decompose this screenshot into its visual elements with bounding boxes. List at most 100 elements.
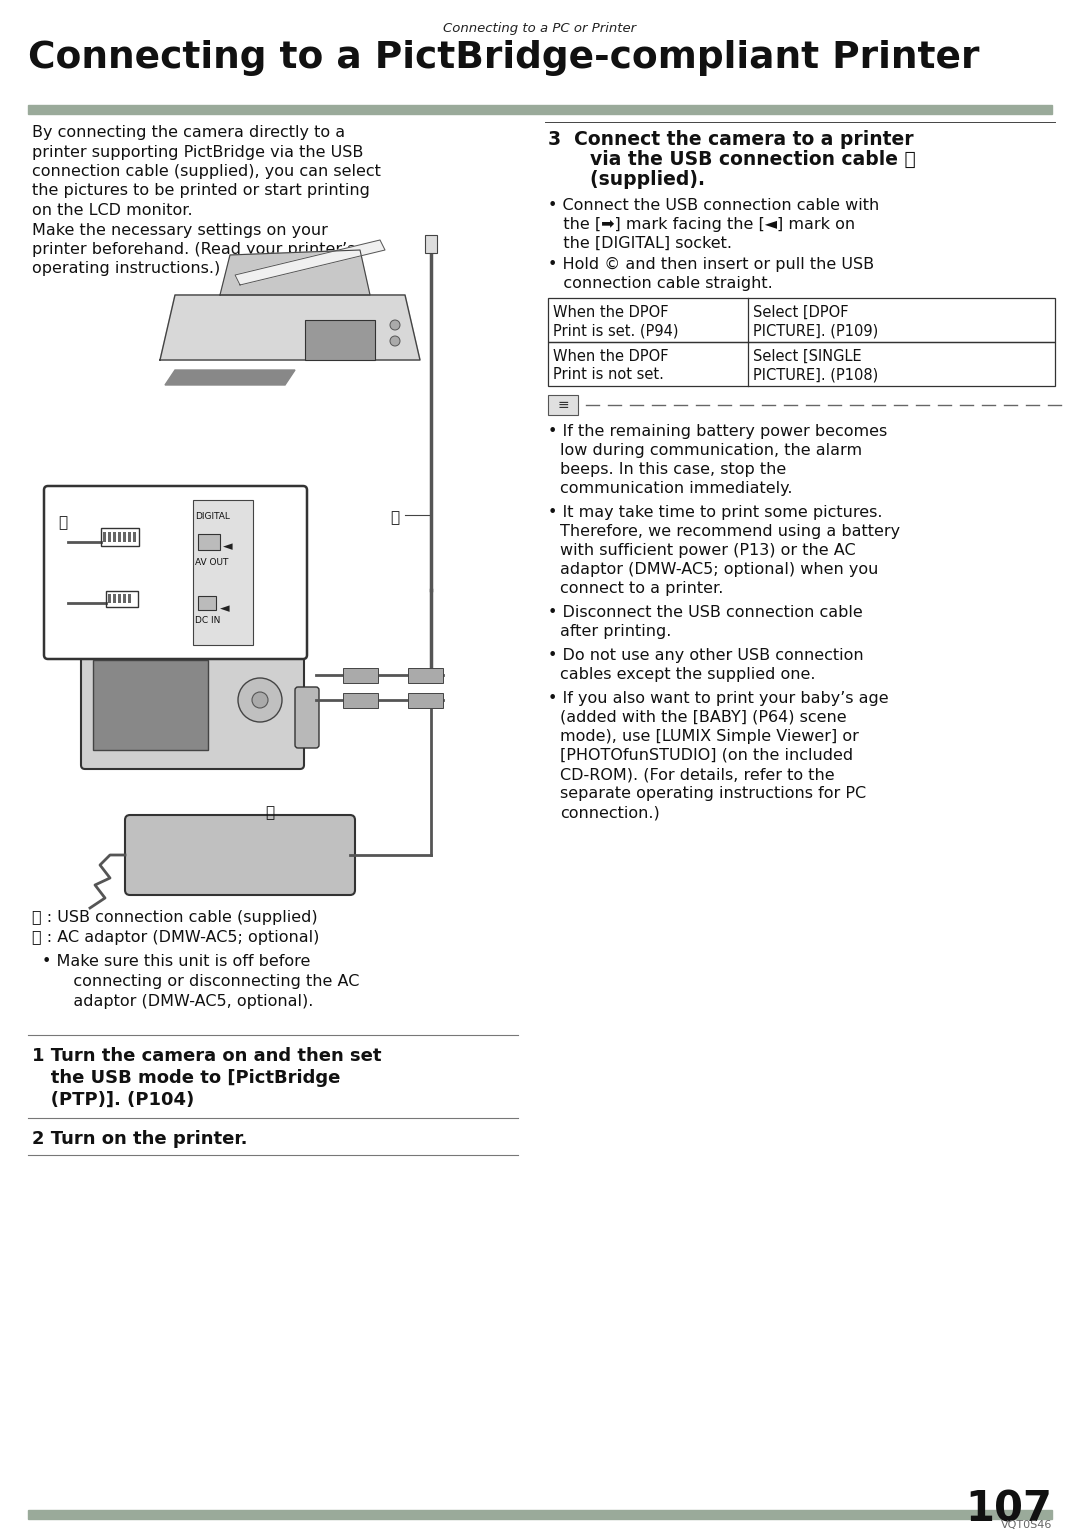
Bar	[129, 532, 131, 542]
Bar	[102, 528, 139, 546]
Bar	[106, 591, 138, 607]
Text: printer supporting PictBridge via the USB: printer supporting PictBridge via the US…	[32, 144, 363, 160]
Text: Connecting to a PictBridge-compliant Printer: Connecting to a PictBridge-compliant Pri…	[28, 40, 980, 77]
Text: [PHOTOfunSTUDIO] (on the included: [PHOTOfunSTUDIO] (on the included	[561, 749, 853, 762]
Text: connect to a printer.: connect to a printer.	[561, 581, 724, 597]
FancyBboxPatch shape	[125, 815, 355, 894]
Text: low during communication, the alarm: low during communication, the alarm	[561, 443, 862, 459]
Text: Therefore, we recommend using a battery: Therefore, we recommend using a battery	[561, 525, 900, 538]
Text: Print is set. (P94): Print is set. (P94)	[553, 324, 678, 337]
Text: the [➡] mark facing the [◄] mark on: the [➡] mark facing the [◄] mark on	[548, 216, 855, 232]
Bar	[193, 500, 253, 644]
Text: Ⓐ: Ⓐ	[390, 509, 400, 525]
Circle shape	[390, 321, 400, 330]
Bar	[28, 1509, 1052, 1519]
Text: • Do not use any other USB connection: • Do not use any other USB connection	[548, 647, 864, 663]
Text: • Hold © and then insert or pull the USB: • Hold © and then insert or pull the USB	[548, 258, 874, 272]
Text: via the USB connection cable Ⓐ: via the USB connection cable Ⓐ	[564, 150, 916, 169]
Circle shape	[238, 678, 282, 723]
Text: PICTURE]. (P108): PICTURE]. (P108)	[753, 367, 878, 382]
Text: DC IN: DC IN	[195, 617, 220, 624]
Text: Ⓑ: Ⓑ	[266, 805, 274, 821]
Text: • If you also want to print your baby’s age: • If you also want to print your baby’s …	[548, 690, 889, 706]
Text: (added with the [BABY] (P64) scene: (added with the [BABY] (P64) scene	[561, 710, 847, 726]
Bar	[123, 594, 126, 603]
Text: PICTURE]. (P109): PICTURE]. (P109)	[753, 324, 878, 337]
Text: (supplied).: (supplied).	[564, 170, 705, 189]
Text: connection cable (supplied), you can select: connection cable (supplied), you can sel…	[32, 164, 381, 179]
Bar	[123, 532, 126, 542]
Bar	[343, 667, 378, 683]
Bar	[113, 594, 116, 603]
Text: cables except the supplied one.: cables except the supplied one.	[561, 667, 815, 683]
Text: mode), use [LUMIX Simple Viewer] or: mode), use [LUMIX Simple Viewer] or	[561, 729, 859, 744]
Circle shape	[390, 336, 400, 347]
Text: ◄: ◄	[220, 601, 230, 615]
Text: (PTP)]. (P104): (PTP)]. (P104)	[32, 1091, 194, 1109]
Text: Connecting to a PC or Printer: Connecting to a PC or Printer	[444, 21, 636, 35]
Bar	[305, 321, 375, 360]
Bar	[118, 594, 121, 603]
Text: Select [DPOF: Select [DPOF	[753, 305, 849, 321]
Text: with sufficient power (P13) or the AC: with sufficient power (P13) or the AC	[561, 543, 855, 558]
Text: connecting or disconnecting the AC: connecting or disconnecting the AC	[58, 974, 360, 989]
Bar	[108, 594, 111, 603]
Text: adaptor (DMW-AC5; optional) when you: adaptor (DMW-AC5; optional) when you	[561, 561, 878, 577]
Text: Ⓒ: Ⓒ	[58, 515, 67, 531]
Polygon shape	[220, 250, 370, 295]
Text: adaptor (DMW-AC5, optional).: adaptor (DMW-AC5, optional).	[58, 994, 313, 1009]
Text: AV OUT: AV OUT	[195, 558, 228, 568]
Text: operating instructions.): operating instructions.)	[32, 261, 220, 276]
Text: Ⓐ : USB connection cable (supplied): Ⓐ : USB connection cable (supplied)	[32, 910, 318, 925]
Text: 3  Connect the camera to a printer: 3 Connect the camera to a printer	[548, 130, 914, 149]
Text: on the LCD monitor.: on the LCD monitor.	[32, 202, 192, 218]
FancyBboxPatch shape	[295, 687, 319, 749]
Circle shape	[252, 692, 268, 709]
Text: When the DPOF: When the DPOF	[553, 350, 669, 364]
Bar	[129, 594, 131, 603]
Bar	[548, 394, 578, 416]
Text: When the DPOF: When the DPOF	[553, 305, 669, 321]
Text: Print is not set.: Print is not set.	[553, 367, 664, 382]
FancyBboxPatch shape	[44, 486, 307, 660]
Bar	[198, 597, 216, 611]
Text: ≡: ≡	[557, 397, 569, 413]
Text: VQT0S46: VQT0S46	[1001, 1520, 1052, 1529]
Text: ◄: ◄	[222, 540, 232, 552]
Text: connection.): connection.)	[561, 805, 660, 821]
Text: By connecting the camera directly to a: By connecting the camera directly to a	[32, 124, 346, 140]
Text: Select [SINGLE: Select [SINGLE	[753, 350, 862, 364]
Text: communication immediately.: communication immediately.	[561, 482, 793, 495]
Text: 107: 107	[966, 1488, 1052, 1529]
Bar	[93, 660, 208, 750]
Text: the pictures to be printed or start printing: the pictures to be printed or start prin…	[32, 184, 369, 198]
Text: beeps. In this case, stop the: beeps. In this case, stop the	[561, 462, 786, 477]
Bar	[198, 534, 220, 551]
Text: connection cable straight.: connection cable straight.	[548, 276, 773, 291]
Text: the [DIGITAL] socket.: the [DIGITAL] socket.	[548, 236, 732, 252]
Polygon shape	[235, 239, 384, 285]
Bar	[133, 532, 136, 542]
Bar	[426, 235, 437, 253]
Text: the USB mode to [PictBridge: the USB mode to [PictBridge	[32, 1069, 340, 1088]
Text: 1 Turn the camera on and then set: 1 Turn the camera on and then set	[32, 1048, 381, 1065]
Text: Ⓑ : AC adaptor (DMW-AC5; optional): Ⓑ : AC adaptor (DMW-AC5; optional)	[32, 930, 320, 945]
Text: • If the remaining battery power becomes: • If the remaining battery power becomes	[548, 423, 888, 439]
Bar	[408, 667, 443, 683]
Text: Make the necessary settings on your: Make the necessary settings on your	[32, 222, 328, 238]
Bar	[103, 532, 106, 542]
Bar	[343, 693, 378, 709]
Bar	[108, 532, 111, 542]
Bar	[28, 104, 1052, 114]
Text: separate operating instructions for PC: separate operating instructions for PC	[561, 785, 866, 801]
Bar	[548, 298, 1055, 342]
Text: CD-ROM). (For details, refer to the: CD-ROM). (For details, refer to the	[561, 767, 835, 782]
Text: DIGITAL: DIGITAL	[195, 512, 230, 522]
Bar	[548, 342, 1055, 387]
Bar	[118, 532, 121, 542]
Polygon shape	[165, 370, 295, 385]
Bar	[408, 693, 443, 709]
Text: • Make sure this unit is off before: • Make sure this unit is off before	[42, 954, 310, 969]
Bar	[113, 532, 116, 542]
Text: after printing.: after printing.	[561, 624, 672, 640]
